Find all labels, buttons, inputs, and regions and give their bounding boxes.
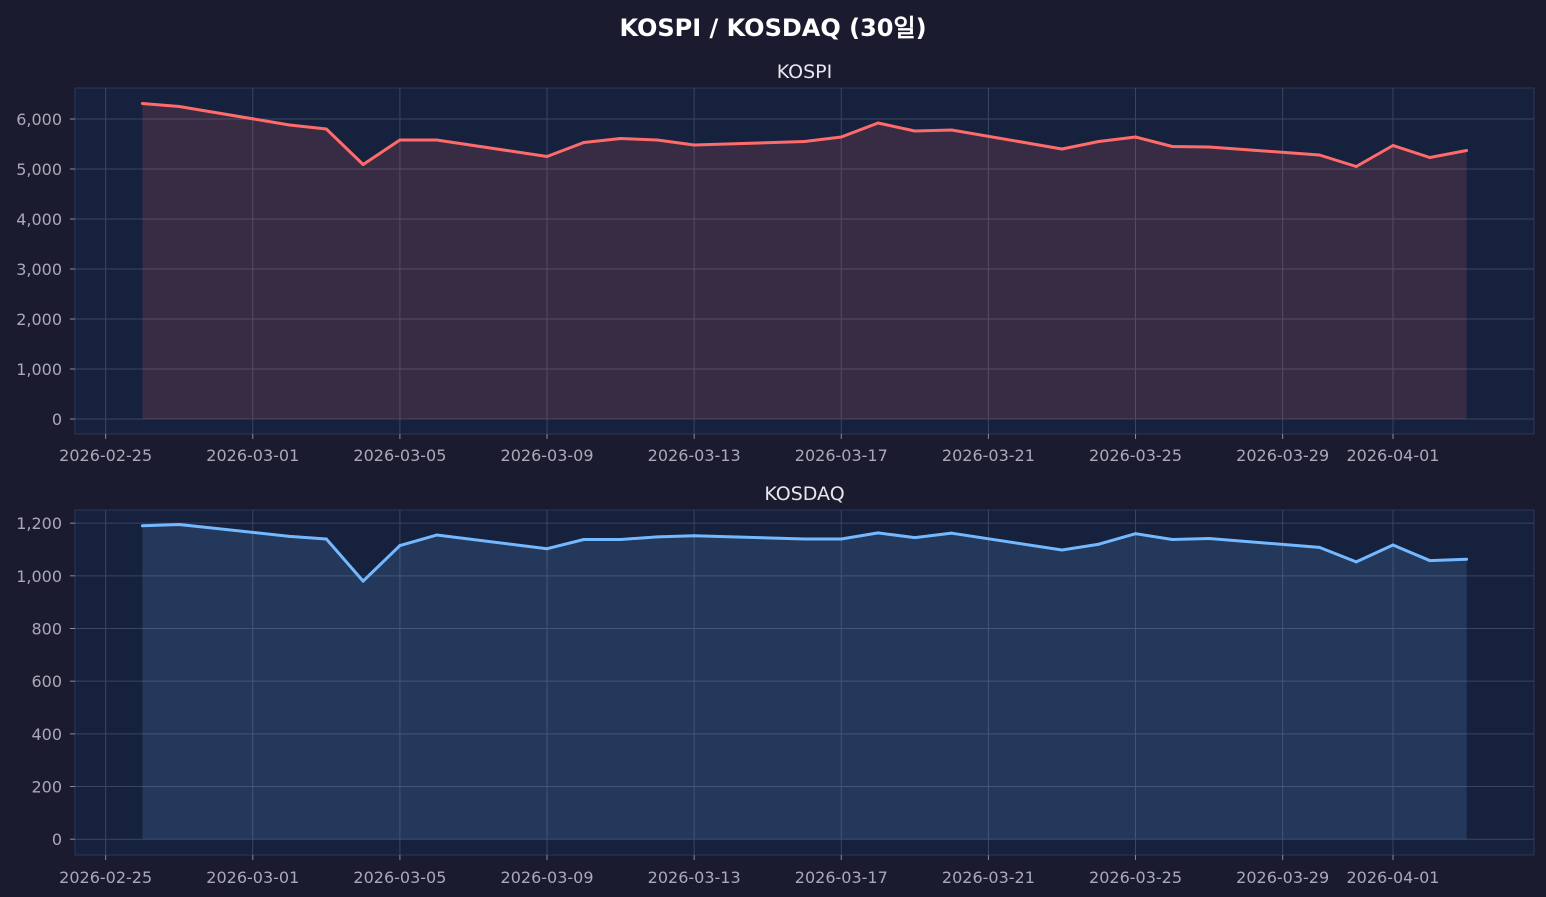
kosdaq-data-point <box>803 537 806 541</box>
kospi-data-point <box>361 163 365 166</box>
kospi-data-point <box>324 127 328 131</box>
kospi-data-point <box>140 102 144 105</box>
kospi-area-fill <box>142 103 1467 419</box>
kosdaq-data-point <box>545 547 549 551</box>
kospi-data-point <box>619 137 623 140</box>
kosdaq-y-tick-label: 0 <box>52 830 62 849</box>
kosdaq-x-tick-label: 2026-03-21 <box>942 868 1035 887</box>
kosdaq-data-point <box>655 535 659 539</box>
kosdaq-data-point <box>1354 560 1358 564</box>
kosdaq-x-tick-label: 2026-03-13 <box>648 868 741 887</box>
kosdaq-data-point <box>582 537 586 541</box>
kosdaq-y-tick-label: 1,000 <box>16 567 62 586</box>
kospi-data-point <box>1207 145 1211 149</box>
figure-title: KOSPI / KOSDAQ (30일) <box>619 14 927 42</box>
kosdaq-data-point <box>1465 557 1469 561</box>
kospi-x-tick-label: 2026-03-09 <box>501 446 594 465</box>
kospi-x-tick-label: 2026-02-25 <box>59 446 152 465</box>
kosdaq-data-point <box>1134 532 1138 536</box>
kosdaq-data-point <box>876 531 880 535</box>
kosdaq-data-point <box>1317 545 1321 549</box>
kosdaq-x-tick-label: 2026-03-01 <box>206 868 299 887</box>
kospi-x-tick-label: 2026-04-01 <box>1347 446 1440 465</box>
kospi-x-tick-label: 2026-03-29 <box>1236 446 1329 465</box>
kosdaq-x-tick-label: 2026-03-09 <box>501 868 594 887</box>
kosdaq-y-tick-label: 200 <box>31 778 62 797</box>
kospi-x-tick-label: 2026-03-13 <box>648 446 741 465</box>
kosdaq-data-point <box>177 522 181 526</box>
kosdaq-y-tick-label: 400 <box>31 725 62 744</box>
kosdaq-x-tick-label: 2026-03-25 <box>1089 868 1182 887</box>
kosdaq-data-point <box>1060 548 1064 552</box>
kospi-y-tick-label: 3,000 <box>16 260 62 279</box>
kospi-y-tick-label: 4,000 <box>16 210 62 229</box>
kosdaq-x-tick-label: 2026-04-01 <box>1347 868 1440 887</box>
kospi-data-point <box>1060 147 1064 151</box>
kosdaq-data-point <box>140 524 144 528</box>
kosdaq-data-point <box>1097 542 1101 546</box>
kosdaq-data-point <box>913 536 917 540</box>
kospi-data-point <box>288 123 292 127</box>
kospi-plot-area <box>74 87 1535 435</box>
kosdaq-data-point <box>324 537 328 541</box>
kosdaq-data-point <box>398 544 402 548</box>
kosdaq-data-point <box>619 537 623 541</box>
kosdaq-area-fill <box>142 524 1467 840</box>
kospi-y-tick-label: 2,000 <box>16 310 62 329</box>
kospi-data-point <box>803 140 806 143</box>
kospi-data-point <box>582 141 586 144</box>
kospi-subplot-title: KOSPI <box>777 61 833 83</box>
kospi-data-point <box>1354 165 1358 168</box>
kosdaq-data-point <box>839 537 843 541</box>
kosdaq-x-tick-label: 2026-03-29 <box>1236 868 1329 887</box>
kospi-y-tick-label: 1,000 <box>16 360 62 379</box>
kospi-data-point <box>1465 149 1469 152</box>
kosdaq-x-tick-label: 2026-02-25 <box>59 868 152 887</box>
kospi-data-point <box>913 129 917 133</box>
kospi-data-point <box>1134 135 1138 139</box>
kosdaq-x-tick-label: 2026-03-17 <box>795 868 888 887</box>
kosdaq-data-point <box>692 534 696 538</box>
kospi-x-tick-label: 2026-03-21 <box>942 446 1035 465</box>
kospi-data-point <box>876 121 880 125</box>
kospi-y-tick-label: 6,000 <box>16 110 62 129</box>
kospi-data-point <box>692 143 696 147</box>
kosdaq-y-tick-label: 800 <box>31 620 62 639</box>
kospi-data-point <box>655 138 659 142</box>
kospi-x-tick-label: 2026-03-01 <box>206 446 299 465</box>
kospi-x-tick-label: 2026-03-05 <box>353 446 446 465</box>
kosdaq-data-point <box>950 531 954 535</box>
kosdaq-data-point <box>1170 537 1174 541</box>
kosdaq-chart: KOSDAQ 0 200 400 600 800 1,000 1,200 2026-02-25 2… <box>16 483 1535 887</box>
kospi-data-point <box>950 128 954 132</box>
kosdaq-data-point <box>288 534 292 538</box>
kospi-data-point <box>1170 145 1174 148</box>
kosdaq-x-tick-label: 2026-03-05 <box>353 868 446 887</box>
kospi-data-point <box>545 155 549 158</box>
kosdaq-data-point <box>1428 559 1432 563</box>
kosdaq-data-point <box>435 533 439 537</box>
kospi-data-point <box>1428 156 1432 159</box>
kospi-x-tick-label: 2026-03-17 <box>795 446 888 465</box>
kospi-data-point <box>177 105 181 108</box>
kospi-data-point <box>1097 140 1101 143</box>
kosdaq-data-point <box>361 579 365 583</box>
kospi-data-point <box>1317 153 1321 157</box>
kospi-chart: KOSPI 0 1,000 2,000 3,000 4,000 5,000 6,000 2026… <box>16 61 1535 465</box>
kosdaq-y-tick-label: 600 <box>31 672 62 691</box>
kospi-x-tick-label: 2026-03-25 <box>1089 446 1182 465</box>
kospi-data-point <box>398 138 402 142</box>
kosdaq-data-point <box>1391 543 1395 547</box>
kosdaq-y-tick-label: 1,200 <box>16 514 62 533</box>
kospi-y-tick-label: 0 <box>52 410 62 429</box>
kospi-data-point <box>1391 144 1395 147</box>
kospi-data-point <box>839 135 843 139</box>
kosdaq-subplot-title: KOSDAQ <box>764 483 844 505</box>
kospi-y-tick-label: 5,000 <box>16 160 62 179</box>
kosdaq-data-point <box>1207 536 1211 540</box>
kospi-data-point <box>435 138 439 142</box>
kosdaq-plot-area <box>74 509 1535 856</box>
